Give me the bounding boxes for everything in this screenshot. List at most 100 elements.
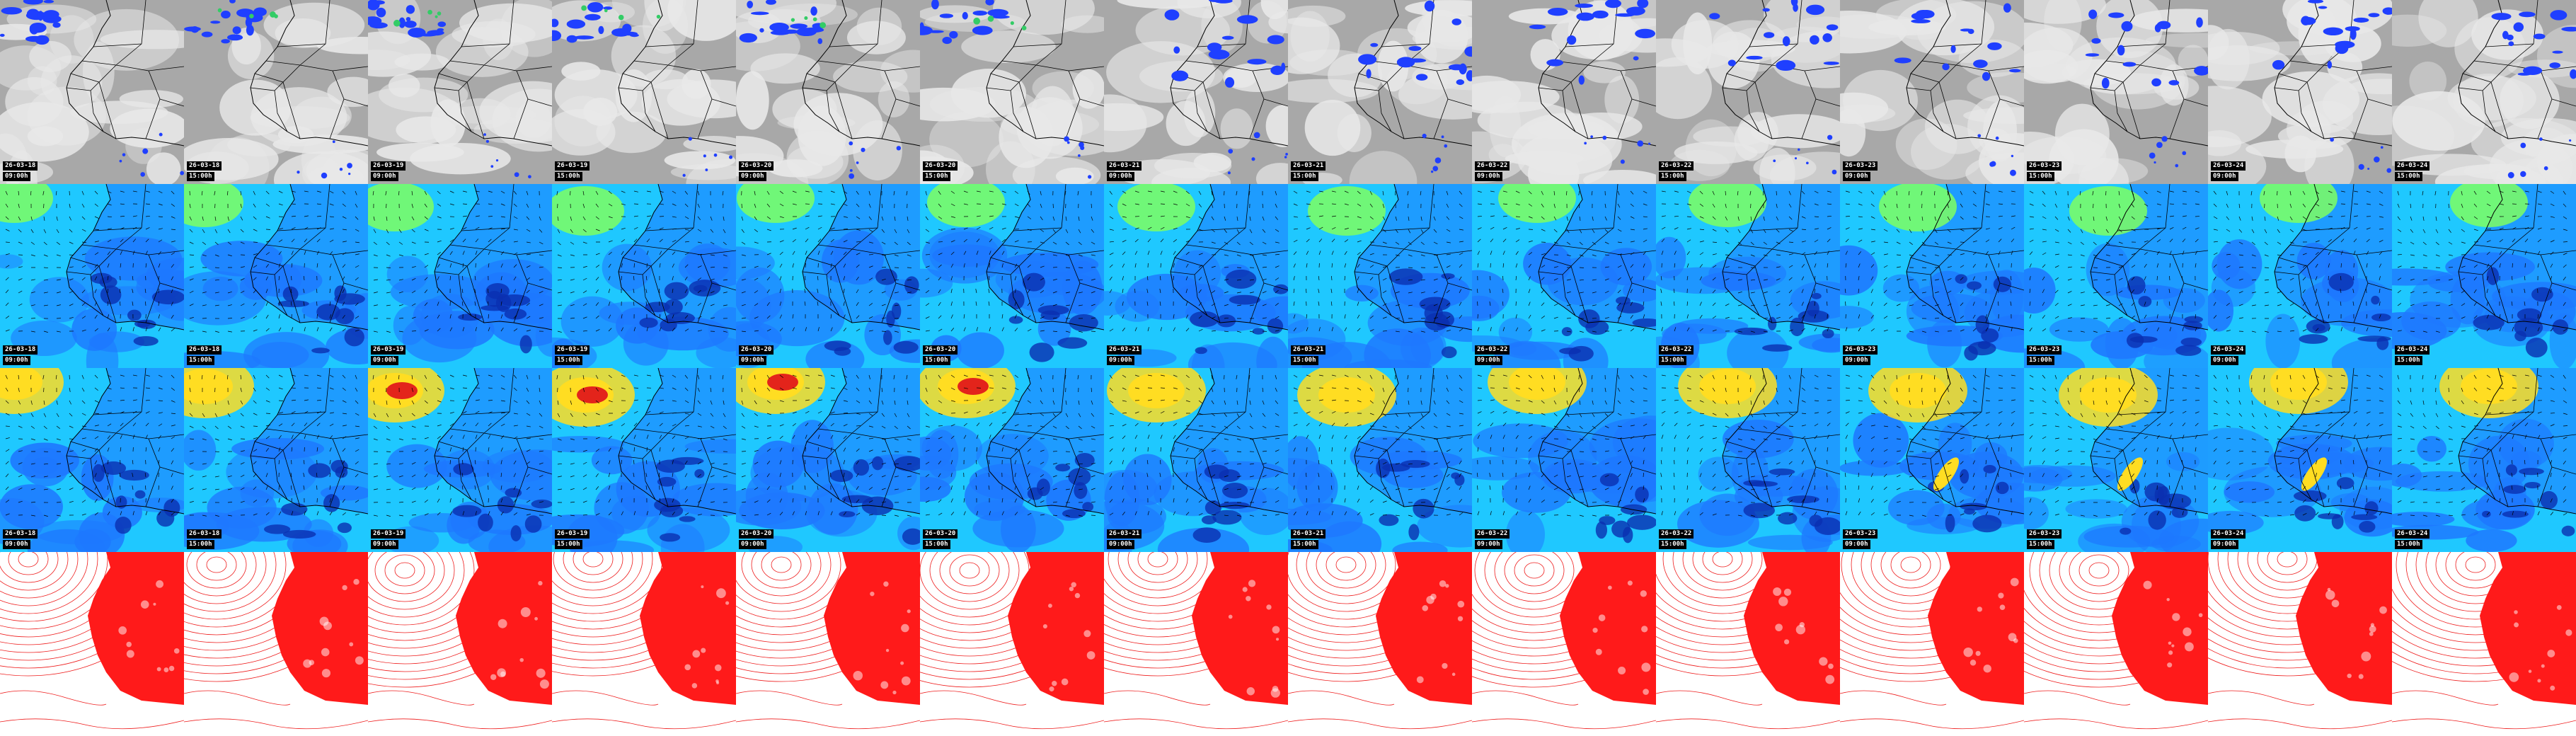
cloud-map: [184, 0, 368, 184]
frame-time-label: 15:00h: [2027, 540, 2054, 549]
cloud-map: [736, 0, 920, 184]
frame-time-label: 15:00h: [555, 540, 582, 549]
wind_strong-map: [1104, 368, 1288, 552]
pressure-map: [736, 552, 920, 736]
map-panel-wind: 26-03-19 09:00h: [368, 184, 552, 368]
frame-time-label: 15:00h: [555, 356, 582, 365]
map-panel-pressure: [920, 552, 1104, 736]
frame-date-label: 26-03-19: [371, 529, 406, 539]
map-panel-pressure: [1104, 552, 1288, 736]
frame-time-label: 09:00h: [3, 540, 30, 549]
frame-date-label: 26-03-22: [1475, 345, 1510, 355]
frame-time-label: 09:00h: [3, 356, 30, 365]
map-panel-pressure: [184, 552, 368, 736]
frame-date-label: 26-03-19: [371, 345, 406, 355]
map-panel-wind_strong: 26-03-23 09:00h: [1840, 368, 2024, 552]
map-panel-pressure: [1656, 552, 1840, 736]
wind_strong-map: [2024, 368, 2208, 552]
wind_strong-map: [736, 368, 920, 552]
wind-map: [2392, 184, 2576, 368]
map-panel-wind_strong: 26-03-20 15:00h: [920, 368, 1104, 552]
frame-time-label: 09:00h: [2211, 356, 2238, 365]
frame-time-label: 15:00h: [2395, 540, 2422, 549]
map-panel-wind_strong: 26-03-20 09:00h: [736, 368, 920, 552]
frame-date-label: 26-03-24: [2395, 161, 2430, 171]
pressure-map: [920, 552, 1104, 736]
frame-time-label: 09:00h: [1475, 356, 1502, 365]
cloud-map: [2392, 0, 2576, 184]
pressure-map: [2024, 552, 2208, 736]
frame-time-label: 15:00h: [1659, 356, 1686, 365]
cloud-map: [2024, 0, 2208, 184]
frame-time-label: 15:00h: [2027, 356, 2054, 365]
pressure-map: [184, 552, 368, 736]
pressure-map: [1840, 552, 2024, 736]
frame-time-label: 15:00h: [1291, 172, 1318, 181]
map-panel-cloud: 26-03-18 15:00h: [184, 0, 368, 184]
frame-time-label: 09:00h: [739, 172, 766, 181]
cloud-map: [552, 0, 736, 184]
map-panel-pressure: [2208, 552, 2392, 736]
pressure-map: [1656, 552, 1840, 736]
frame-date-label: 26-03-23: [2027, 161, 2062, 171]
map-panel-wind: 26-03-20 15:00h: [920, 184, 1104, 368]
map-panel-wind: 26-03-22 09:00h: [1472, 184, 1656, 368]
map-panel-wind: 26-03-24 15:00h: [2392, 184, 2576, 368]
wind_strong-map: [552, 368, 736, 552]
wind_strong-map: [2208, 368, 2392, 552]
map-panel-cloud: 26-03-20 15:00h: [920, 0, 1104, 184]
map-panel-cloud: 26-03-23 09:00h: [1840, 0, 2024, 184]
wind_strong-map: [920, 368, 1104, 552]
map-panel-wind_strong: 26-03-22 09:00h: [1472, 368, 1656, 552]
frame-date-label: 26-03-23: [1843, 529, 1878, 539]
map-panel-wind: 26-03-21 15:00h: [1288, 184, 1472, 368]
frame-time-label: 15:00h: [1291, 540, 1318, 549]
map-panel-wind_strong: 26-03-21 09:00h: [1104, 368, 1288, 552]
cloud-map: [1104, 0, 1288, 184]
map-panel-cloud: 26-03-19 15:00h: [552, 0, 736, 184]
frame-date-label: 26-03-20: [739, 161, 774, 171]
frame-date-label: 26-03-21: [1107, 345, 1142, 355]
frame-date-label: 26-03-21: [1291, 345, 1326, 355]
wind_strong-map: [1840, 368, 2024, 552]
map-panel-wind_strong: 26-03-19 15:00h: [552, 368, 736, 552]
frame-time-label: 09:00h: [1107, 172, 1134, 181]
pressure-map: [1472, 552, 1656, 736]
map-panel-wind: 26-03-20 09:00h: [736, 184, 920, 368]
map-panel-wind: 26-03-24 09:00h: [2208, 184, 2392, 368]
frame-date-label: 26-03-18: [187, 345, 222, 355]
frame-time-label: 09:00h: [1475, 540, 1502, 549]
frame-time-label: 15:00h: [2395, 172, 2422, 181]
map-panel-pressure: [2392, 552, 2576, 736]
map-panel-wind: 26-03-23 15:00h: [2024, 184, 2208, 368]
map-panel-wind: 26-03-18 09:00h: [0, 184, 184, 368]
wind-map: [736, 184, 920, 368]
frame-date-label: 26-03-20: [923, 529, 958, 539]
frame-time-label: 15:00h: [1659, 172, 1686, 181]
map-panel-cloud: 26-03-22 09:00h: [1472, 0, 1656, 184]
map-panel-wind_strong: 26-03-22 15:00h: [1656, 368, 1840, 552]
map-panel-pressure: [552, 552, 736, 736]
frame-date-label: 26-03-19: [371, 161, 406, 171]
map-panel-cloud: 26-03-20 09:00h: [736, 0, 920, 184]
wind-map: [1472, 184, 1656, 368]
frame-time-label: 15:00h: [1659, 540, 1686, 549]
wind_strong-map: [184, 368, 368, 552]
map-panel-cloud: 26-03-24 15:00h: [2392, 0, 2576, 184]
map-panel-cloud: 26-03-18 09:00h: [0, 0, 184, 184]
wind-map: [2208, 184, 2392, 368]
frame-date-label: 26-03-24: [2211, 345, 2246, 355]
frame-date-label: 26-03-23: [1843, 345, 1878, 355]
wind-map: [1656, 184, 1840, 368]
map-panel-wind: 26-03-19 15:00h: [552, 184, 736, 368]
frame-time-label: 09:00h: [1107, 356, 1134, 365]
map-panel-cloud: 26-03-19 09:00h: [368, 0, 552, 184]
frame-date-label: 26-03-20: [739, 529, 774, 539]
frame-date-label: 26-03-24: [2395, 529, 2430, 539]
frame-date-label: 26-03-18: [3, 345, 38, 355]
map-panel-wind_strong: 26-03-19 09:00h: [368, 368, 552, 552]
wind-map: [920, 184, 1104, 368]
map-panel-cloud: 26-03-23 15:00h: [2024, 0, 2208, 184]
wind_strong-map: [0, 368, 184, 552]
